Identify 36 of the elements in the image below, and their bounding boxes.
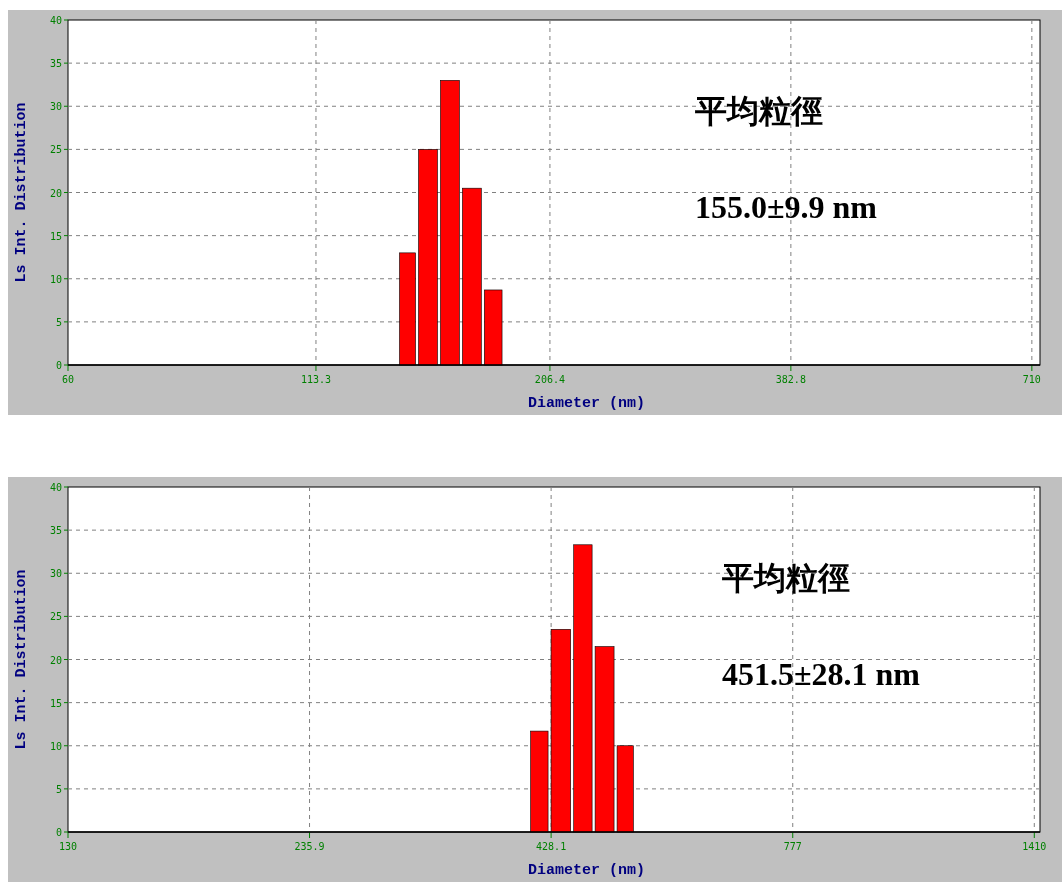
y-axis-title: Ls Int. Distribution (13, 102, 30, 283)
y-tick-label: 40 (49, 482, 62, 493)
x-tick-label: 777 (783, 841, 802, 852)
x-tick-label: 235.9 (294, 841, 325, 852)
x-axis-title: Diameter (nm) (527, 862, 646, 879)
x-tick-label: 1410 (1022, 841, 1047, 852)
annotation: 平均粒徑 (721, 560, 850, 596)
y-tick-label: 0 (55, 360, 62, 371)
annotation: 451.5±28.1 nm (722, 656, 921, 692)
y-tick-label: 35 (49, 525, 62, 537)
y-tick-label: 5 (55, 783, 62, 795)
y-tick-label: 15 (49, 697, 62, 709)
y-tick-label: 40 (49, 15, 62, 26)
y-tick-label: 10 (49, 740, 62, 752)
annotation: 平均粒徑 (694, 93, 823, 129)
x-tick-label: 113.3 (300, 374, 332, 385)
y-axis-title: Ls Int. Distribution (13, 569, 30, 750)
y-tick-label: 10 (49, 273, 62, 285)
y-tick-label: 0 (55, 827, 62, 838)
y-tick-label: 20 (49, 654, 62, 666)
x-axis-title: Diameter (nm) (527, 395, 646, 412)
x-tick-label: 428.1 (536, 841, 567, 852)
x-tick-label: 60 (61, 374, 75, 385)
y-tick-label: 25 (49, 611, 62, 623)
x-tick-label: 206.4 (534, 374, 565, 385)
x-tick-label: 710 (1022, 374, 1041, 385)
x-tick-label: 382.8 (775, 374, 806, 385)
y-tick-label: 30 (49, 568, 62, 580)
y-tick-label: 15 (49, 230, 62, 242)
y-tick-label: 35 (49, 58, 62, 70)
y-tick-label: 20 (49, 187, 62, 199)
y-tick-label: 30 (49, 101, 62, 113)
y-tick-label: 25 (49, 144, 62, 156)
y-tick-label: 5 (55, 316, 62, 328)
x-tick-label: 130 (58, 841, 78, 852)
annotation: 155.0±9.9 nm (695, 189, 878, 225)
